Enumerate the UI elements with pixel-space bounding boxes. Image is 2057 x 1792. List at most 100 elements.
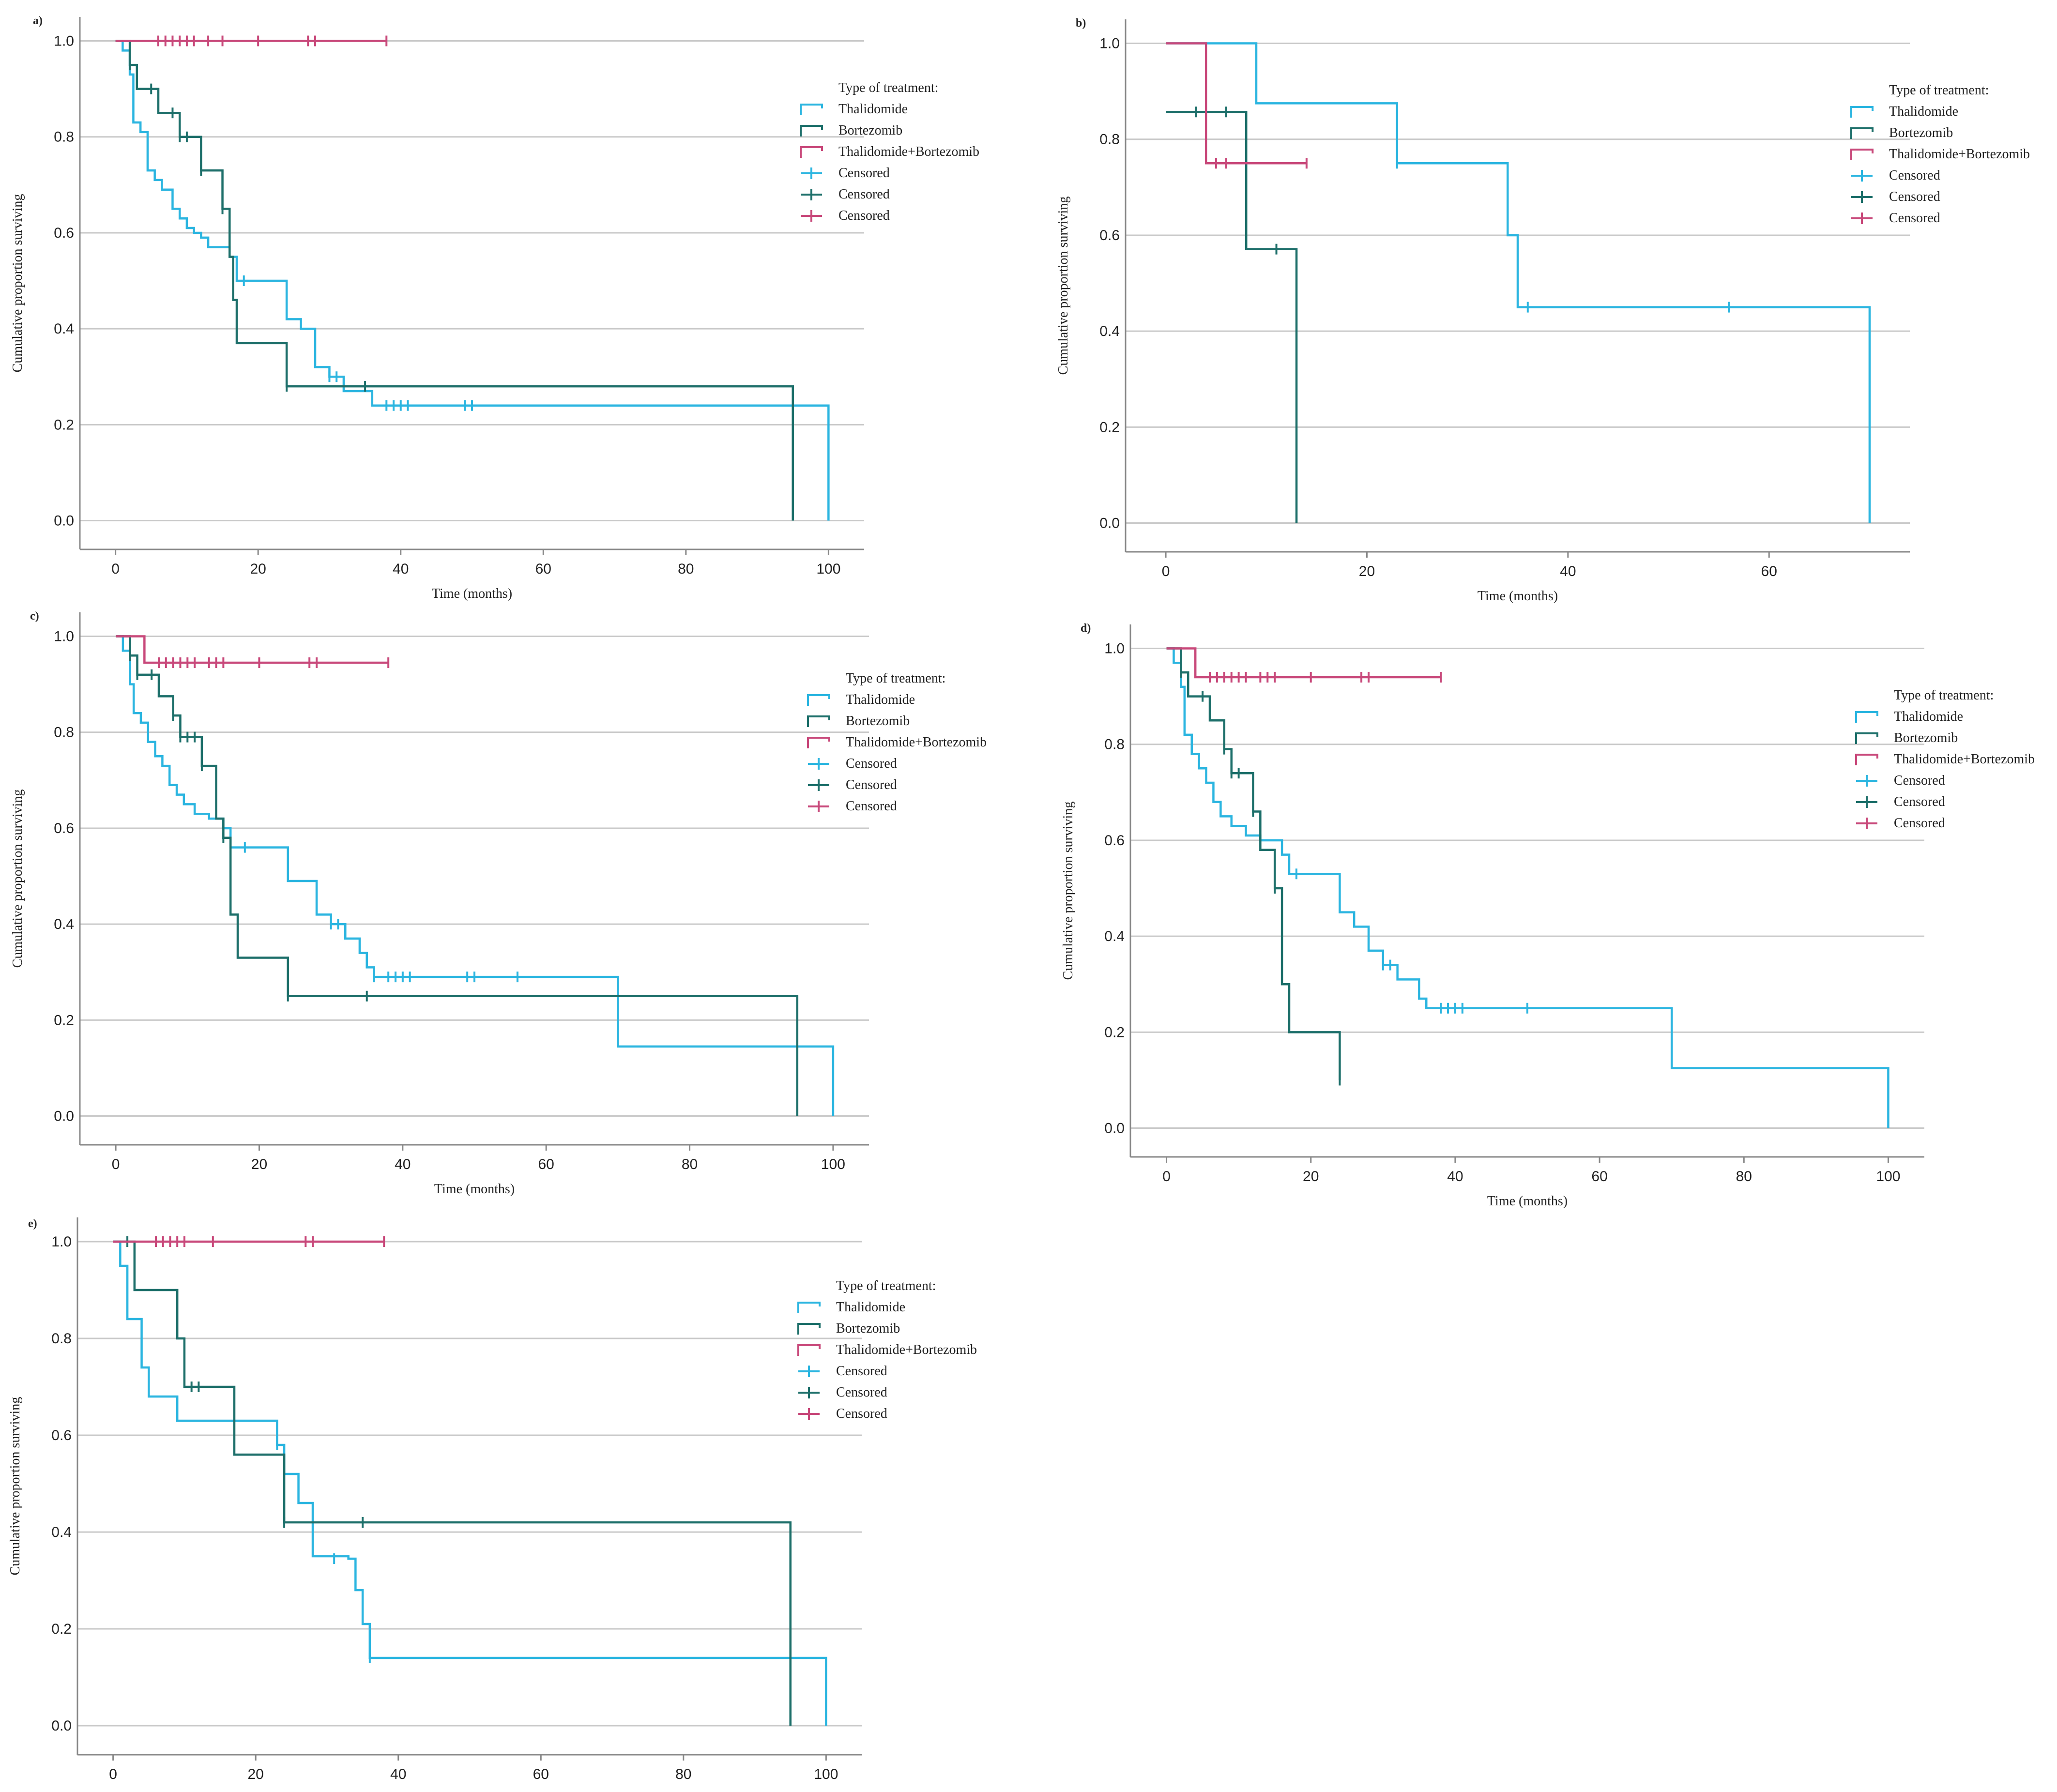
legend-label: Censored <box>1889 189 1940 204</box>
legend-label: Bortezomib <box>836 1321 900 1336</box>
y-tick-label: 0.6 <box>54 820 74 836</box>
panel-a: a) 0.0 0.2 0.4 0.6 0.8 1.0 0 20 40 60 80 100 Time (m… <box>0 0 1036 601</box>
y-tick-label: 0.2 <box>1104 1024 1125 1040</box>
km-chart-a: 0.0 0.2 0.4 0.6 0.8 1.0 0 20 40 60 80 100 Time (mont… <box>10 17 864 601</box>
y-tick-label: 0.2 <box>1099 419 1120 435</box>
x-axis-label: Time (months) <box>1478 589 1558 604</box>
x-tick-label: 20 <box>1359 563 1375 579</box>
legend-censor-symbol <box>808 779 829 791</box>
km-curve-bortezomib <box>1166 647 1341 1080</box>
legend-step-symbol <box>1850 149 1874 160</box>
y-tick-label: 0.8 <box>1099 132 1120 148</box>
y-tick-label: 0.8 <box>54 725 74 741</box>
km-curve-combo <box>1166 647 1441 679</box>
km-curve-thalidomide <box>115 40 830 521</box>
legend-label: Censored <box>1889 168 1940 183</box>
legend-censor-symbol <box>1856 775 1877 787</box>
legend-entry: Bortezomib <box>799 120 979 141</box>
km-curve-combo <box>1166 42 1307 165</box>
legend-entry: Censored <box>1854 813 2035 834</box>
y-tick-label: 0.8 <box>51 1331 72 1347</box>
km-curve-thalidomide <box>113 1240 827 1726</box>
legend-entry: Censored <box>1849 186 2030 208</box>
km-curve-bortezomib <box>1166 111 1298 523</box>
panel-label: a) <box>33 15 43 27</box>
y-tick-label: 0.0 <box>51 1718 72 1734</box>
y-tick-label: 0.2 <box>51 1621 72 1637</box>
x-tick-label: 20 <box>1303 1169 1319 1185</box>
legend-e: Type of treatment: Thalidomide Bortezomib T… <box>796 1276 977 1425</box>
y-tick-label: 0.8 <box>54 129 74 145</box>
legend-label: Censored <box>838 166 890 181</box>
panel-label: d) <box>1081 622 1091 635</box>
legend-entry: Thalidomide <box>806 689 987 711</box>
y-axis-label: Cumulative proportion surviving <box>1056 197 1071 375</box>
legend-censor-symbol <box>1856 796 1877 808</box>
x-tick-label: 100 <box>821 1156 845 1172</box>
y-tick-label: 0.2 <box>54 1012 74 1028</box>
legend-step-symbol <box>797 1302 821 1313</box>
x-tick-label: 40 <box>393 561 409 577</box>
x-tick-label: 60 <box>533 1766 549 1782</box>
panel-label: e) <box>28 1217 37 1230</box>
legend-entry: Censored <box>799 163 979 184</box>
y-tick-label: 0.4 <box>54 321 74 337</box>
y-tick-label: 0.2 <box>54 417 74 433</box>
legend-title: Type of treatment: <box>846 671 946 686</box>
legend-label: Thalidomide <box>1894 709 1964 724</box>
legend-b: Type of treatment: Thalidomide Bortezomib T… <box>1849 80 2030 229</box>
legend-censor-symbol <box>1851 170 1873 182</box>
legend-entry: Bortezomib <box>796 1318 977 1339</box>
legend-label: Thalidomide+Bortezomib <box>1894 752 2035 767</box>
y-tick-label: 1.0 <box>1099 36 1120 52</box>
legend-censor-symbol <box>801 189 822 200</box>
x-tick-label: 40 <box>395 1156 411 1172</box>
panel-c: c) 0.0 0.2 0.4 0.6 0.8 1.0 0 20 40 60 80 100 Time (m… <box>0 595 1036 1197</box>
legend-label: Bortezomib <box>838 123 903 138</box>
legend-a: Type of treatment: Thalidomide Bortezomib T… <box>799 77 979 227</box>
x-tick-label: 40 <box>1560 563 1576 579</box>
legend-censor-symbol <box>1851 213 1873 224</box>
km-curve-combo <box>116 635 389 664</box>
legend-label: Thalidomide <box>1889 104 1959 119</box>
legend-censor-symbol <box>798 1387 820 1398</box>
legend-step-symbol <box>807 715 830 727</box>
x-tick-label: 60 <box>1591 1169 1607 1185</box>
legend-label: Censored <box>836 1364 887 1379</box>
legend-entry: Thalidomide+Bortezomib <box>806 732 987 753</box>
x-tick-label: 20 <box>250 561 266 577</box>
legend-censor-symbol <box>808 758 829 770</box>
y-tick-label: 0.4 <box>1099 323 1120 339</box>
legend-step-symbol <box>797 1323 821 1335</box>
y-tick-label: 1.0 <box>54 629 74 645</box>
panel-label: c) <box>30 610 39 623</box>
legend-entry: Censored <box>1854 791 2035 813</box>
x-tick-label: 60 <box>538 1156 554 1172</box>
x-tick-label: 40 <box>1447 1169 1463 1185</box>
y-axis-label: Cumulative proportion surviving <box>10 790 25 968</box>
x-axis-label: Time (months) <box>432 586 512 601</box>
legend-entry: Thalidomide+Bortezomib <box>1849 144 2030 165</box>
y-tick-label: 0.4 <box>1104 928 1125 944</box>
legend-entry: Censored <box>806 775 987 796</box>
legend-label: Censored <box>846 777 897 792</box>
legend-step-symbol <box>1855 732 1878 744</box>
legend-label: Thalidomide <box>838 102 908 117</box>
legend-d: Type of treatment: Thalidomide Bortezomib T… <box>1854 685 2035 834</box>
y-tick-label: 0.4 <box>54 916 74 932</box>
legend-step-symbol <box>800 104 823 115</box>
legend-entry: Thalidomide <box>799 99 979 120</box>
y-tick-label: 0.0 <box>1099 516 1120 532</box>
legend-label: Censored <box>838 208 890 223</box>
y-axis-label: Cumulative proportion surviving <box>8 1397 23 1576</box>
legend-label: Thalidomide <box>836 1300 906 1315</box>
legend-label: Censored <box>1889 211 1940 226</box>
x-tick-label: 20 <box>247 1766 263 1782</box>
x-tick-label: 60 <box>535 561 551 577</box>
legend-entry: Bortezomib <box>806 711 987 732</box>
y-axis-label: Cumulative proportion surviving <box>10 194 25 373</box>
panel-d: d) 0.0 0.2 0.4 0.6 0.8 1.0 0 20 40 60 80 100 Time (m… <box>1046 595 2057 1209</box>
y-tick-label: 0.0 <box>54 1109 74 1124</box>
legend-label: Censored <box>846 756 897 771</box>
x-tick-label: 100 <box>814 1766 838 1782</box>
